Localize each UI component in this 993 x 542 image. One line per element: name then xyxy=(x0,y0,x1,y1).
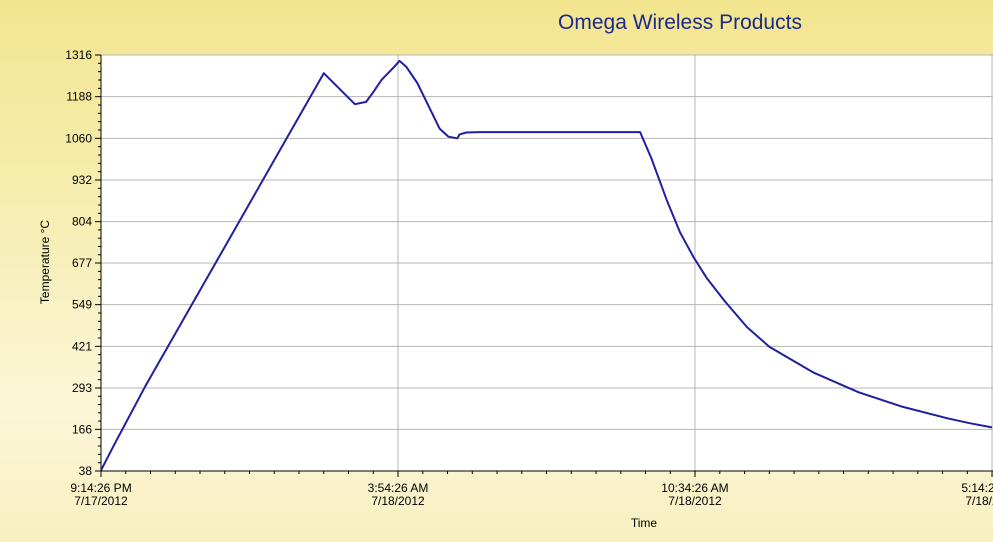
y-tick-label: 549 xyxy=(72,298,92,312)
y-tick-label: 421 xyxy=(72,339,92,353)
y-tick-label: 932 xyxy=(72,173,92,187)
x-tick-label-time: 3:54:26 AM xyxy=(368,481,429,495)
grid-lines xyxy=(101,54,993,471)
x-tick-label-time: 10:34:26 AM xyxy=(661,481,728,495)
y-tick-labels: 38 166 293 421 549 677 804 932 1060 1188 1316 xyxy=(65,48,92,478)
x-tick-label-date: 7/18/2012 xyxy=(965,494,993,508)
y-tick-label: 677 xyxy=(72,256,92,270)
y-tick-label: 1060 xyxy=(65,131,92,145)
x-tick-label-time: 5:14:26 PM xyxy=(961,481,993,495)
x-tick-label-date: 7/17/2012 xyxy=(74,494,128,508)
x-tick-label-date: 7/18/2012 xyxy=(371,494,425,508)
series-line xyxy=(100,59,993,471)
y-tick-label: 1316 xyxy=(65,48,92,62)
x-axis-label: Time xyxy=(631,516,658,530)
y-tick-label: 38 xyxy=(79,464,93,478)
y-axis-label: Temperature °C xyxy=(38,220,52,304)
x-tick-label-date: 7/18/2012 xyxy=(668,494,722,508)
chart-title: Omega Wireless Products xyxy=(558,11,802,34)
y-tick-label: 804 xyxy=(72,215,92,229)
x-tick-label-time: 9:14:26 PM xyxy=(70,481,131,495)
y-tick-label: 293 xyxy=(72,381,92,395)
y-tick-label: 166 xyxy=(72,422,92,436)
y-tick-label: 1188 xyxy=(66,90,92,104)
